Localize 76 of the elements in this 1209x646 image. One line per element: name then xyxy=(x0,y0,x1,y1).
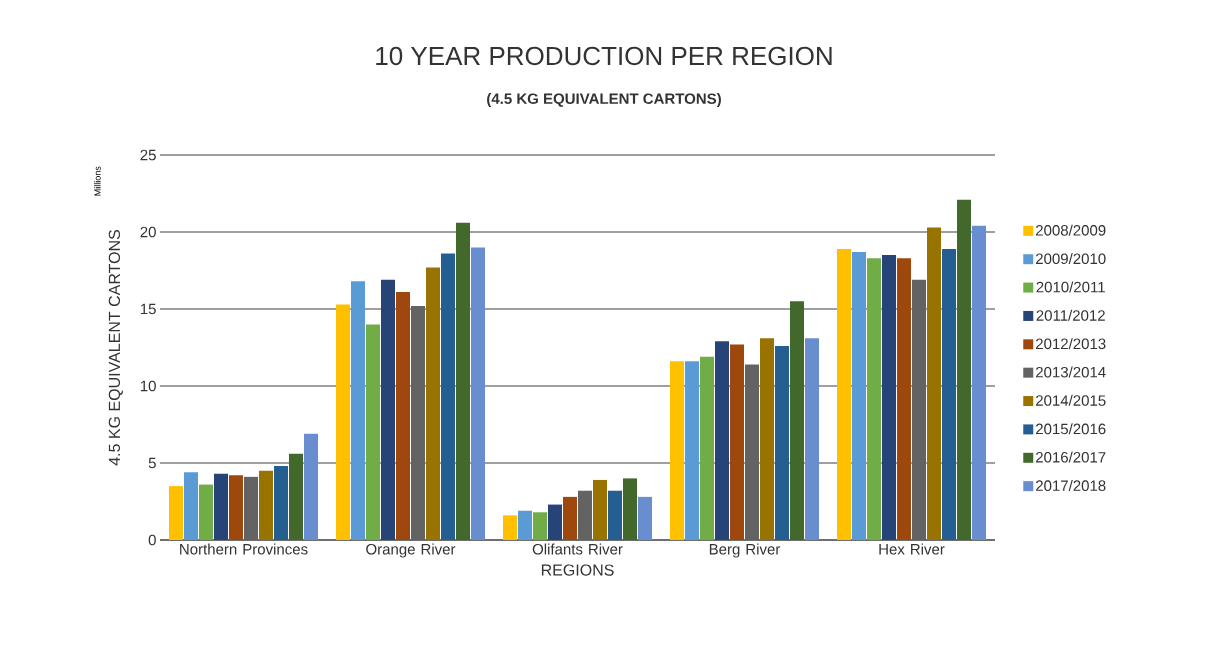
bar xyxy=(972,225,987,540)
bar xyxy=(274,466,289,540)
bar xyxy=(289,453,304,540)
bar xyxy=(852,252,867,540)
bar xyxy=(351,281,366,540)
bar xyxy=(927,227,942,540)
bar xyxy=(638,496,653,540)
bar xyxy=(214,473,228,540)
bar xyxy=(548,504,563,540)
bar xyxy=(578,490,593,540)
bar xyxy=(169,486,183,540)
legend-label: 2012/2013 xyxy=(1036,338,1106,350)
bar xyxy=(897,258,912,540)
bar xyxy=(456,222,471,540)
bar xyxy=(623,478,638,540)
bar xyxy=(805,338,820,540)
bar xyxy=(199,484,214,540)
text: Millions xyxy=(94,166,101,196)
bar xyxy=(608,490,623,540)
legend-label: 2013/2014 xyxy=(1036,366,1106,378)
bar xyxy=(184,472,199,540)
chart-title: 10 YEAR PRODUCTION PER REGION xyxy=(376,46,832,66)
bar xyxy=(790,301,805,540)
bar xyxy=(593,479,608,540)
bar xyxy=(867,258,882,540)
x-tick-label: Berg River xyxy=(709,543,781,558)
legend-label: 2010/2011 xyxy=(1036,281,1105,293)
y-tick-label: 25 xyxy=(140,149,156,161)
bar xyxy=(366,324,380,540)
bar xyxy=(471,247,486,540)
bar xyxy=(942,248,957,540)
bar xyxy=(533,512,548,540)
legend-label: 2017/2018 xyxy=(1036,479,1106,491)
bar xyxy=(518,510,533,540)
bar xyxy=(715,341,730,540)
legend-label: 2008/2009 xyxy=(1036,224,1106,236)
legend-label: 2016/2017 xyxy=(1036,451,1106,463)
x-axis-title: REGIONS xyxy=(541,564,614,576)
bar xyxy=(957,199,972,540)
x-tick-label: Olifants River xyxy=(532,543,623,555)
bar xyxy=(700,356,715,540)
bar xyxy=(259,470,273,540)
x-tick-label: Hex River xyxy=(879,543,945,555)
bar xyxy=(730,344,745,540)
legend-label: 2011/2012 xyxy=(1036,309,1105,321)
x-tick-label: Northern Provinces xyxy=(180,543,308,555)
bar xyxy=(670,361,685,540)
legend-label: 2014/2015 xyxy=(1036,394,1106,406)
bar xyxy=(503,515,518,540)
y-tick-label: 5 xyxy=(148,457,156,469)
bar xyxy=(381,279,396,540)
bar xyxy=(912,279,927,540)
y-tick-label: 15 xyxy=(140,303,156,315)
y-tick-label: 0 xyxy=(148,534,156,546)
bar xyxy=(229,475,244,540)
y-axis-title: 4.5 KG EQUIVALENT CARTONS xyxy=(108,229,123,466)
bar xyxy=(760,338,775,540)
bar xyxy=(882,255,897,540)
bar xyxy=(244,476,259,540)
bar xyxy=(396,292,411,540)
x-tick-label: Orange River xyxy=(366,543,456,558)
bar xyxy=(426,267,441,540)
chart-subtitle: (4.5 KG EQUIVALENT CARTONS) xyxy=(487,93,721,107)
bar xyxy=(685,361,700,540)
bar xyxy=(775,345,790,540)
legend-label: 2015/2016 xyxy=(1036,423,1106,435)
bar xyxy=(441,253,456,540)
bar xyxy=(837,248,852,540)
legend-label: 2009/2010 xyxy=(1036,253,1106,265)
bar xyxy=(304,433,319,540)
y-tick-label: 20 xyxy=(140,226,156,238)
bar xyxy=(745,364,760,540)
bar xyxy=(336,304,351,540)
bar xyxy=(411,305,426,540)
bar xyxy=(563,496,578,540)
y-tick-label: 10 xyxy=(140,380,156,392)
